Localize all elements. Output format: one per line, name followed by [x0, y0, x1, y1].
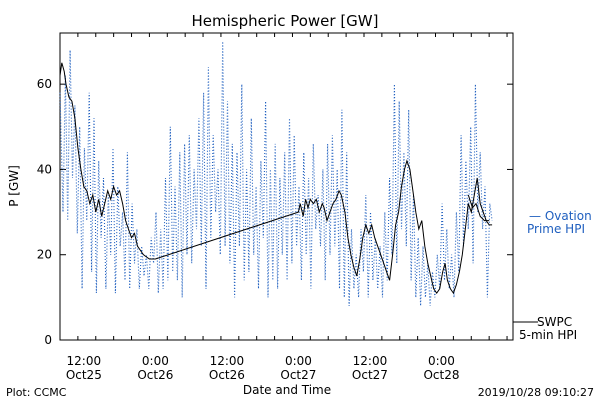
series-layer [59, 41, 493, 306]
x-tick-label-date: Oct26 [209, 368, 245, 382]
legend-ovation-line2: Prime HPI [527, 222, 585, 236]
chart-title: Hemispheric Power [GW] [192, 12, 379, 30]
footer-timestamp: 2019/10/28 09:10:27 [478, 386, 594, 399]
y-tick-label: 20 [37, 248, 52, 262]
x-tick-label-date: Oct27 [280, 368, 316, 382]
legend-swpc-line2: 5-min HPI [519, 328, 577, 342]
x-tick-label-date: Oct27 [352, 368, 388, 382]
footer-credit: Plot: CCMC [6, 386, 67, 399]
y-axis-label: P [GW] [7, 165, 21, 207]
series-swpc-hpi [467, 194, 490, 222]
x-tick-label-time: 0:00 [285, 354, 312, 368]
x-axis: 12:00Oct250:00Oct2612:00Oct260:00Oct2712… [59, 33, 508, 382]
x-tick-label-time: 12:00 [67, 354, 102, 368]
y-tick-label: 40 [37, 162, 52, 176]
series-ovation-prime-hpi [59, 41, 493, 306]
y-tick-label: 0 [44, 333, 52, 347]
legend-ovation-line1: — Ovation [529, 209, 592, 223]
x-tick-label-time: 0:00 [428, 354, 455, 368]
x-tick-label-date: Oct28 [423, 368, 459, 382]
x-tick-label-date: Oct26 [137, 368, 173, 382]
y-tick-label: 60 [37, 77, 52, 91]
x-tick-label-date: Oct25 [66, 368, 102, 382]
plot-frame [59, 32, 514, 341]
x-tick-label-time: 0:00 [142, 354, 169, 368]
x-tick-label-time: 12:00 [353, 354, 388, 368]
series-swpc-hpi [59, 62, 493, 295]
y-axis: 0 20 40 60 [37, 77, 513, 347]
x-tick-label-time: 12:00 [210, 354, 245, 368]
x-axis-label: Date and Time [243, 383, 331, 397]
legend-swpc-line1: SWPC [537, 315, 572, 329]
